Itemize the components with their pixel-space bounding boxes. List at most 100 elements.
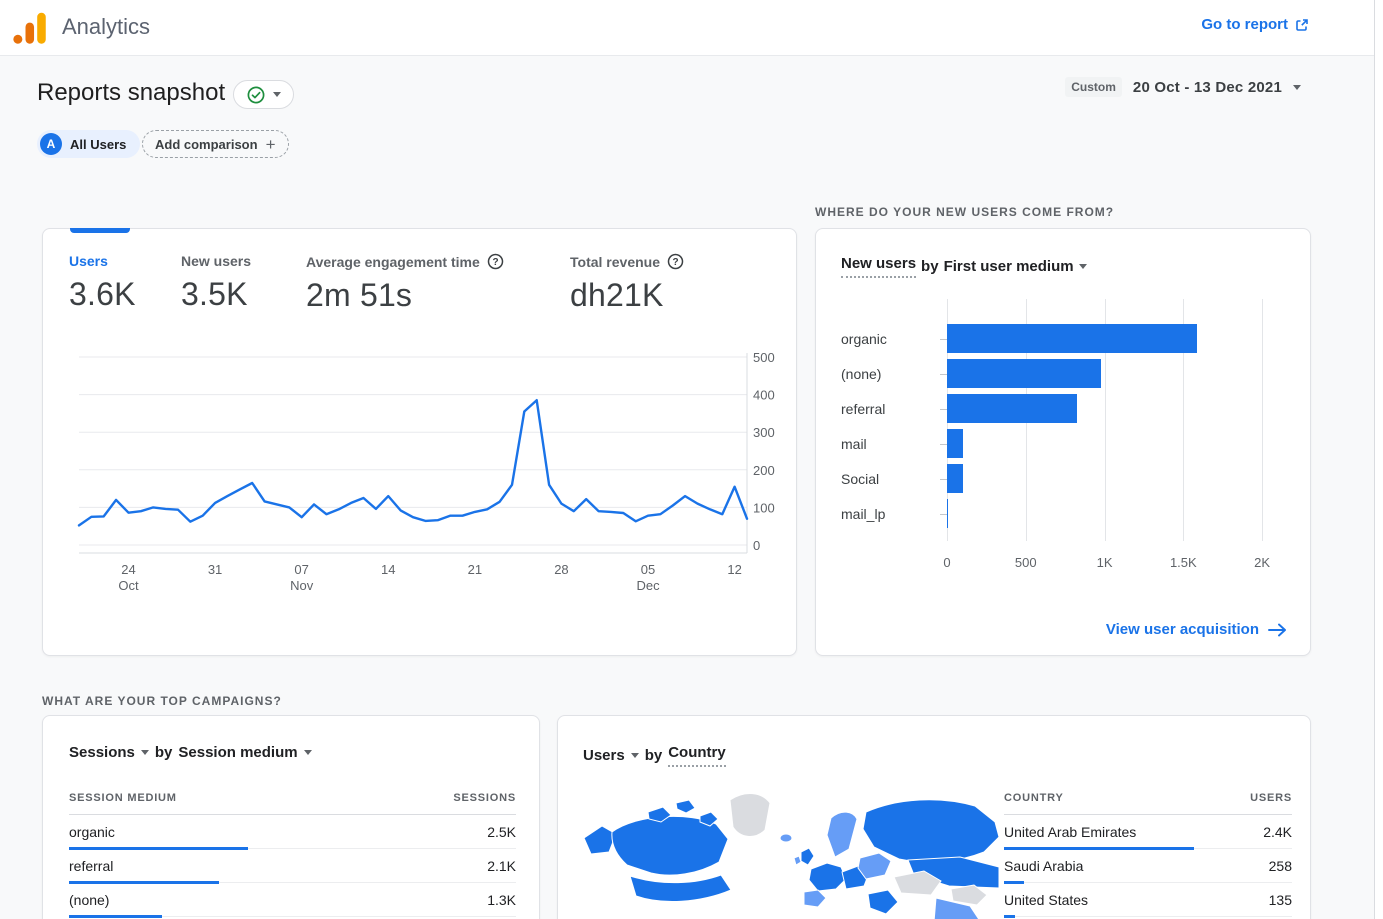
go-to-report-label: Go to report xyxy=(1201,16,1288,33)
row-value-bar xyxy=(1004,847,1194,850)
bar xyxy=(947,464,964,493)
check-circle-icon xyxy=(247,86,265,103)
report-status-dropdown[interactable] xyxy=(233,80,294,109)
sessions-by-medium-card: Sessions by Session medium SESSION MEDIU… xyxy=(42,715,540,919)
bar-category-label: mail_lp xyxy=(841,505,886,522)
row-value-bar xyxy=(69,915,162,918)
row-value-bar xyxy=(1004,915,1015,918)
metric-selector[interactable]: Sessions xyxy=(69,744,135,761)
table-row: referral 2.1K xyxy=(69,849,516,884)
sessions-card-title: Sessions by Session medium xyxy=(69,744,312,761)
bar xyxy=(947,394,1077,423)
bar xyxy=(947,499,948,528)
bar-row: (none) xyxy=(841,356,1287,391)
help-icon[interactable]: ? xyxy=(487,253,504,270)
y-axis-tick: 100 xyxy=(753,500,775,515)
chevron-down-icon xyxy=(273,92,281,97)
dimension-selector[interactable]: Country xyxy=(668,744,726,767)
x-axis-tick: 500 xyxy=(1014,555,1037,570)
go-to-report-link[interactable]: Go to report xyxy=(1201,16,1309,33)
row-value: 135 xyxy=(1268,891,1292,908)
view-user-acquisition-label: View user acquisition xyxy=(1105,621,1259,638)
table-header: SESSION MEDIUM SESSIONS xyxy=(69,792,516,815)
analytics-logo[interactable] xyxy=(12,10,48,46)
metric-tab-new-users[interactable]: New users 3.5K xyxy=(181,253,251,313)
bar-row: mail_lp xyxy=(841,496,1287,531)
users-by-country-card: Users by Country xyxy=(557,715,1311,919)
gridline xyxy=(1262,299,1264,541)
page-title: Reports snapshot xyxy=(37,79,226,106)
world-map xyxy=(578,776,1014,919)
table-row: organic 2.5K xyxy=(69,815,516,850)
scrollbar-track[interactable] xyxy=(1374,0,1383,919)
date-range-value: 20 Oct - 13 Dec 2021 xyxy=(1132,78,1282,96)
table-row: Saudi Arabia 258 xyxy=(1004,849,1292,884)
help-icon[interactable]: ? xyxy=(667,253,684,270)
x-axis-tick: 12 xyxy=(727,562,741,577)
metric-label: Users xyxy=(69,253,108,269)
arrow-right-icon xyxy=(1268,623,1286,636)
acquisition-chart-title[interactable]: New users by First user medium xyxy=(841,255,1087,278)
x-axis-tick: 1.5K xyxy=(1169,555,1197,570)
dimension-selector[interactable]: First user medium xyxy=(943,258,1074,275)
app-title: Analytics xyxy=(62,14,151,39)
bar-chart-x-axis: 0 500 1K 1.5K 2K xyxy=(943,555,1281,571)
metric-tab-total-revenue[interactable]: Total revenue ? dh21K xyxy=(570,253,684,314)
bar-track xyxy=(940,464,1287,493)
metric-tab-users[interactable]: Users 3.6K xyxy=(69,253,136,313)
table-header: COUNTRY USERS xyxy=(1004,792,1292,815)
date-range-selector[interactable]: Custom 20 Oct - 13 Dec 2021 xyxy=(1065,77,1301,97)
metric-tab-avg-engagement-time[interactable]: Average engagement time ? 2m 51s xyxy=(306,253,504,314)
x-axis-tick: 21 xyxy=(468,562,482,577)
add-comparison-label: Add comparison xyxy=(155,136,258,152)
bar-row: mail xyxy=(841,426,1287,461)
sessions-table: SESSION MEDIUM SESSIONS organic 2.5K refer… xyxy=(69,792,516,918)
column-header-metric: SESSIONS xyxy=(453,792,516,804)
x-axis-tick: 07 xyxy=(294,562,308,577)
view-user-acquisition-link[interactable]: View user acquisition xyxy=(1106,621,1288,638)
x-axis-tick: 28 xyxy=(554,562,568,577)
bar xyxy=(947,359,1101,388)
x-axis-month-tick: Dec xyxy=(636,578,660,593)
bar-track xyxy=(940,324,1287,353)
row-value: 1.3K xyxy=(487,891,516,908)
bar-row: referral xyxy=(841,391,1287,426)
bar-category-label: referral xyxy=(841,400,886,417)
app-header: Analytics Go to report xyxy=(0,0,1383,56)
x-axis-tick: 31 xyxy=(208,562,222,577)
overview-card: Users 3.6K New users 3.5K Average engage… xyxy=(42,228,797,656)
x-axis-tick: 0 xyxy=(943,555,951,570)
chevron-down-icon xyxy=(140,750,149,755)
bar-category-label: organic xyxy=(841,330,887,347)
metric-selector[interactable]: Users xyxy=(583,747,625,764)
section-label-new-users: WHERE DO YOUR NEW USERS COME FROM? xyxy=(815,205,1115,219)
metric-value: 3.5K xyxy=(181,276,248,312)
geo-card-title: Users by Country xyxy=(583,744,726,767)
all-users-chip[interactable]: A All Users xyxy=(37,130,141,158)
metric-value: 3.6K xyxy=(69,276,136,312)
bar-row: organic xyxy=(841,321,1287,356)
date-range-type-badge: Custom xyxy=(1065,77,1122,97)
bar xyxy=(947,324,1198,353)
row-label: United Arab Emirates xyxy=(1004,823,1137,840)
x-axis-tick: 1K xyxy=(1096,555,1113,570)
metric-value: 2m 51s xyxy=(306,277,413,313)
bar-category-label: (none) xyxy=(841,365,882,382)
x-axis-tick: 05 xyxy=(641,562,655,577)
table-row: United States 135 xyxy=(1004,883,1292,918)
dimension-selector[interactable]: Session medium xyxy=(178,744,298,761)
bar-category-label: mail xyxy=(841,435,867,452)
metric-selector[interactable]: New users xyxy=(841,255,917,278)
x-axis-month-tick: Nov xyxy=(290,578,314,593)
by-label: by xyxy=(644,747,663,764)
metric-label: Average engagement time xyxy=(306,253,480,270)
bar-track xyxy=(940,429,1287,458)
avatar: A xyxy=(40,133,62,155)
y-axis-tick: 0 xyxy=(753,538,760,553)
row-label: United States xyxy=(1004,891,1089,908)
add-comparison-button[interactable]: Add comparison + xyxy=(142,130,289,158)
new-users-acquisition-card: New users by First user medium organic (n… xyxy=(815,228,1311,656)
row-value: 258 xyxy=(1268,857,1292,874)
x-axis-tick: 24 xyxy=(121,562,135,577)
